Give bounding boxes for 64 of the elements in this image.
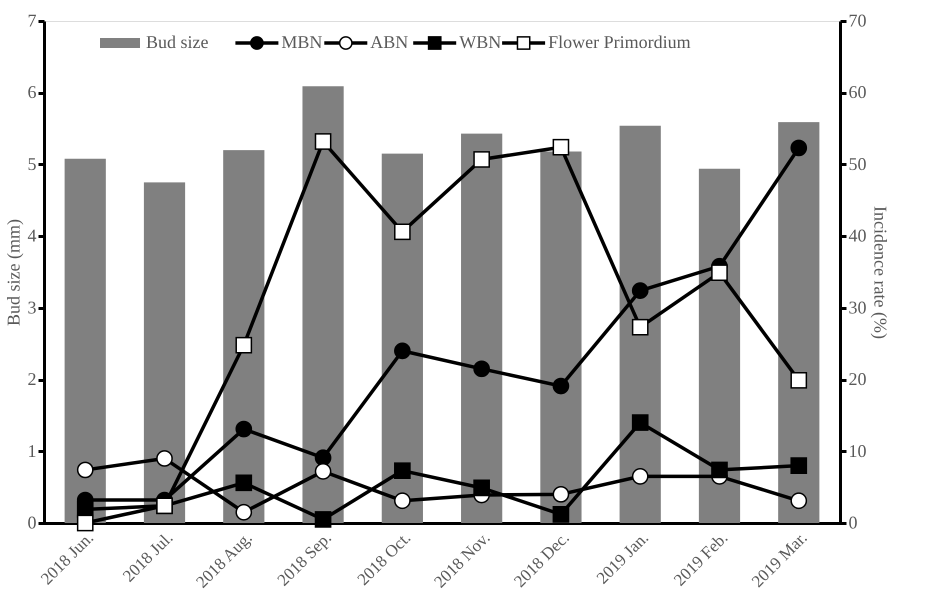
y-tick-label: 1 xyxy=(28,440,36,461)
y-tick-label: 4 xyxy=(28,226,36,246)
bar xyxy=(620,126,661,523)
point xyxy=(632,282,649,299)
point xyxy=(314,511,332,528)
point xyxy=(473,480,490,496)
bar xyxy=(64,158,106,523)
bar xyxy=(461,134,502,523)
legend-label: MBN xyxy=(281,32,322,52)
y2-tick-label: 10 xyxy=(848,440,866,461)
point xyxy=(552,506,570,523)
legend-label: Flower Primordium xyxy=(548,32,691,52)
point xyxy=(394,462,411,479)
y-axis-title: Bud size (mm) xyxy=(4,219,24,326)
legend-label: Bud size xyxy=(146,32,208,52)
y-tick-label: 6 xyxy=(28,82,36,102)
y-tick-label: 3 xyxy=(28,297,36,318)
y2-tick-label: 0 xyxy=(848,512,858,532)
point xyxy=(790,457,808,474)
point xyxy=(314,463,332,480)
point xyxy=(76,514,94,532)
point xyxy=(552,486,570,503)
y2-tick-label: 20 xyxy=(848,369,866,390)
y-tick-label: 7 xyxy=(28,10,36,30)
legend-label: WBN xyxy=(459,32,502,52)
bar xyxy=(302,86,344,523)
bar xyxy=(540,152,582,523)
point xyxy=(235,336,252,354)
point xyxy=(314,133,332,150)
point xyxy=(235,420,252,438)
bar xyxy=(382,154,423,523)
y2-tick-label: 70 xyxy=(848,10,866,30)
point xyxy=(790,372,808,389)
y2-tick-label: 60 xyxy=(848,82,866,102)
y2-axis-title: Incidence rate (%) xyxy=(870,206,890,339)
y-tick-label: 0 xyxy=(28,512,36,532)
y-tick-label: 5 xyxy=(28,154,36,174)
point xyxy=(314,449,332,466)
point xyxy=(711,264,728,282)
bar xyxy=(698,168,740,523)
y2-tick-label: 40 xyxy=(848,226,866,246)
y2-tick-label: 50 xyxy=(848,154,866,174)
point xyxy=(76,462,94,478)
point xyxy=(235,504,252,521)
point xyxy=(552,378,570,394)
point xyxy=(394,342,411,360)
point xyxy=(632,468,649,485)
point xyxy=(790,492,808,510)
point xyxy=(790,140,808,156)
point xyxy=(632,414,649,431)
y2-tick-label: 30 xyxy=(848,297,866,318)
y-tick-label: 2 xyxy=(28,369,36,390)
point xyxy=(473,151,490,168)
point xyxy=(394,492,411,510)
point xyxy=(156,450,173,467)
point xyxy=(552,138,570,156)
point xyxy=(711,462,728,478)
point xyxy=(394,224,411,240)
legend-label: ABN xyxy=(370,32,408,52)
point xyxy=(473,360,490,378)
bar xyxy=(778,122,820,523)
bar xyxy=(144,182,186,523)
point xyxy=(632,318,649,336)
point xyxy=(235,474,252,492)
